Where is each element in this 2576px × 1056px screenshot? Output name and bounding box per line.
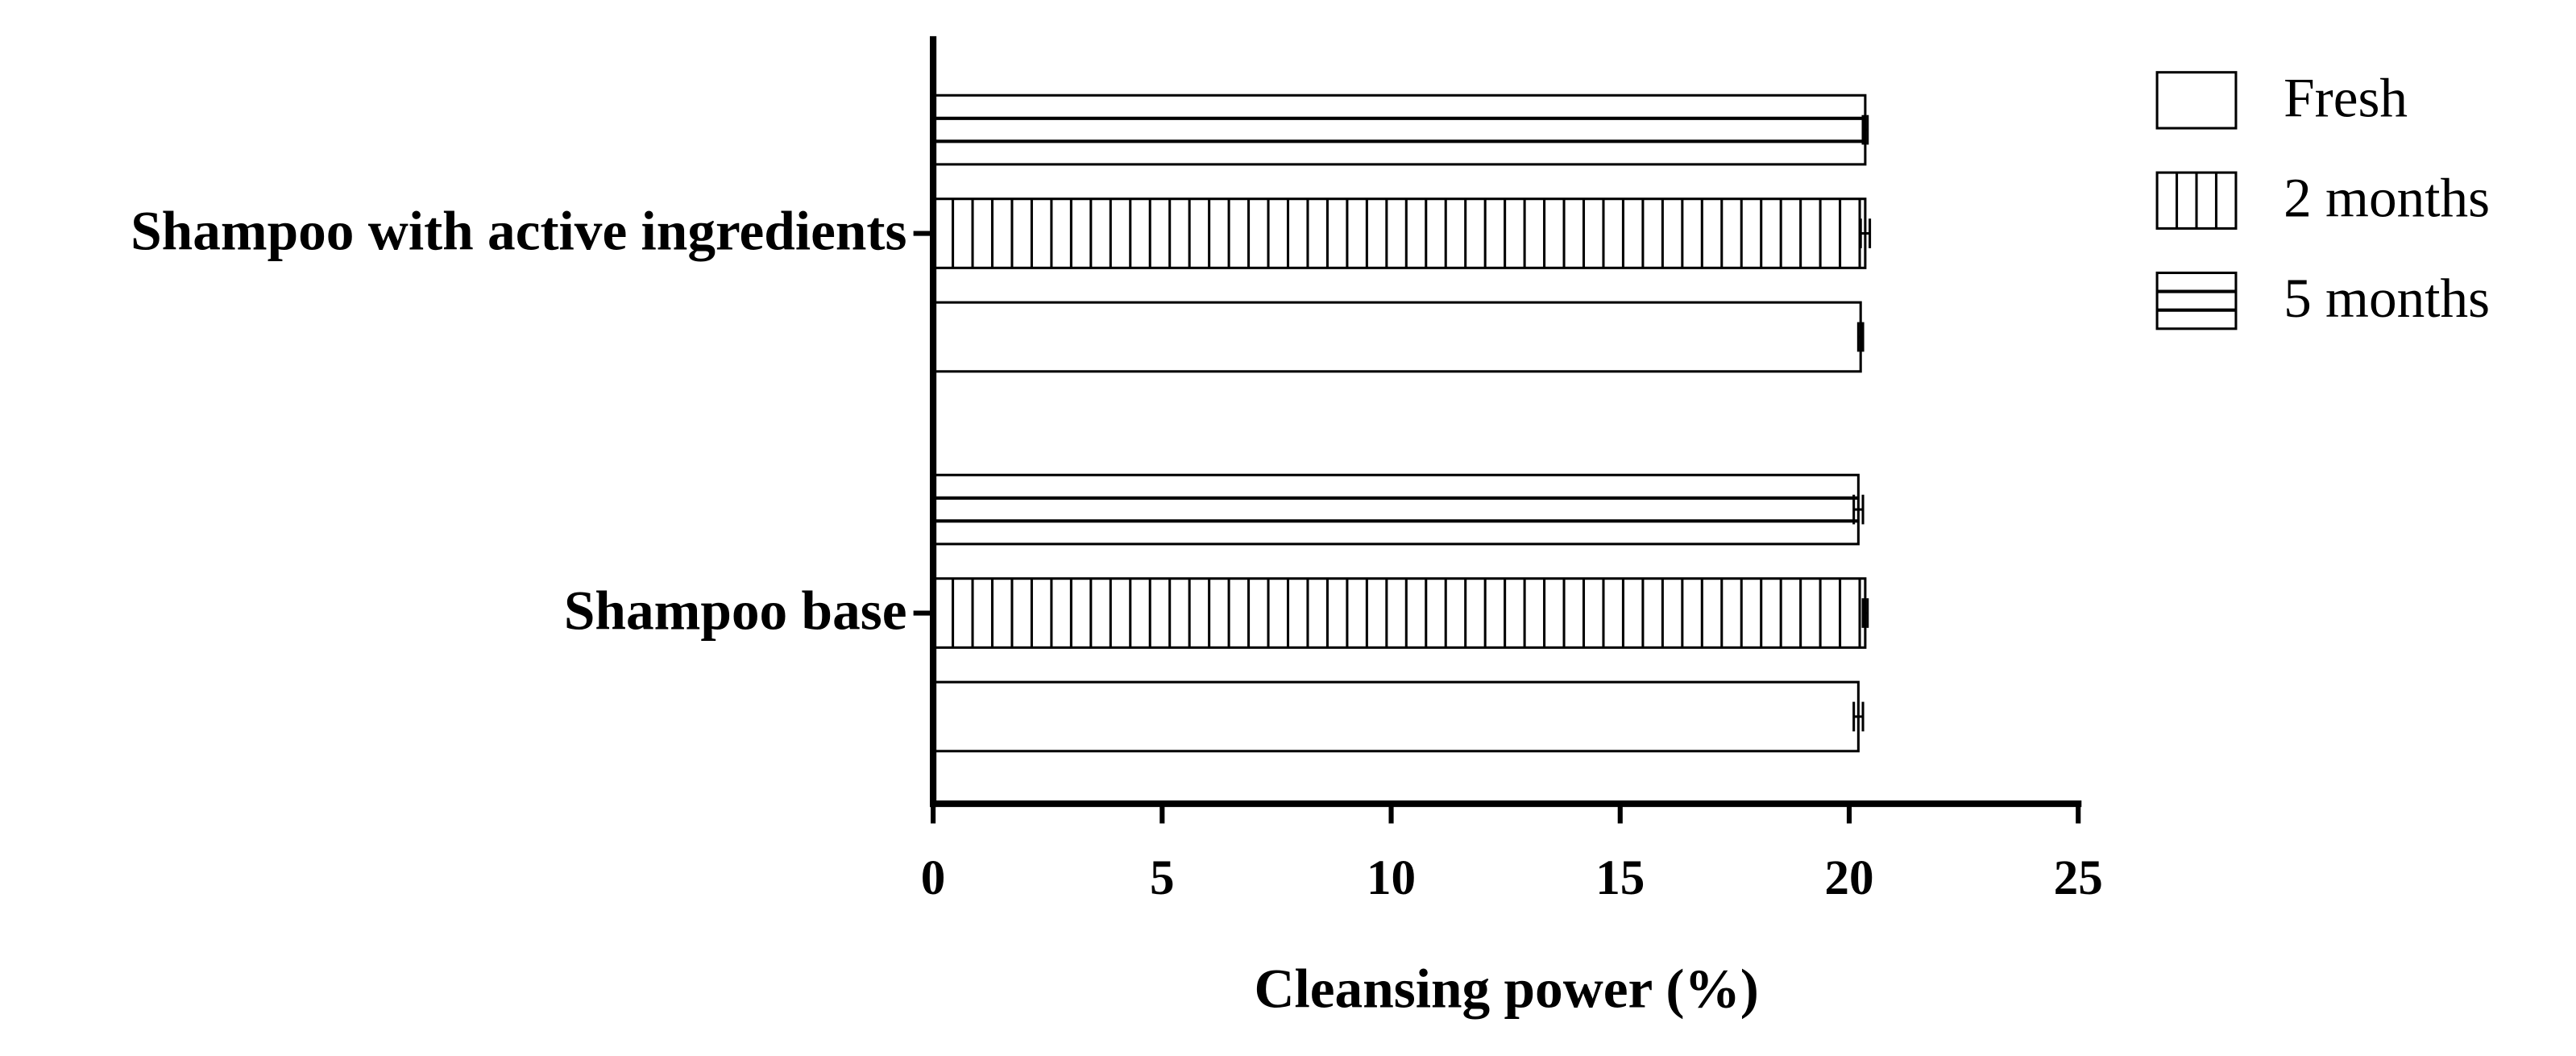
x-tick-label: 20 bbox=[1824, 850, 1873, 905]
bar bbox=[931, 301, 1862, 373]
error-bar bbox=[1856, 322, 1865, 352]
error-bar bbox=[1852, 701, 1865, 732]
bar-group bbox=[931, 680, 1860, 753]
bar bbox=[931, 94, 1867, 166]
legend-label: 2 months bbox=[2284, 167, 2490, 229]
error-bar bbox=[1852, 494, 1865, 525]
error-bar bbox=[1861, 114, 1869, 145]
legend-item: 5 months bbox=[2155, 267, 2490, 331]
legend-label: Fresh bbox=[2284, 66, 2408, 128]
x-tick-label: 0 bbox=[921, 850, 946, 905]
x-tick-label: 10 bbox=[1367, 850, 1416, 905]
legend-item: 2 months bbox=[2155, 167, 2490, 230]
bar bbox=[931, 197, 1867, 269]
y-tick-label: Shampoo with active ingredients bbox=[131, 200, 906, 262]
legend-swatch bbox=[2155, 271, 2238, 331]
bar-group bbox=[931, 577, 1867, 649]
x-tick-label: 25 bbox=[2054, 850, 2103, 905]
bar bbox=[931, 680, 1860, 753]
bar-group bbox=[931, 197, 1867, 269]
error-bar bbox=[1859, 218, 1872, 248]
bar-group bbox=[931, 473, 1860, 546]
legend-item: Fresh bbox=[2155, 66, 2408, 130]
y-tick-label: Shampoo base bbox=[564, 579, 907, 641]
bar bbox=[931, 577, 1867, 649]
error-bar bbox=[1861, 598, 1869, 628]
x-axis-label: Cleansing power (%) bbox=[1254, 957, 1758, 1019]
x-tick-label: 5 bbox=[1150, 850, 1175, 905]
legend-label: 5 months bbox=[2284, 267, 2490, 329]
bar bbox=[931, 473, 1860, 546]
legend-swatch bbox=[2155, 71, 2238, 130]
bar-group bbox=[931, 301, 1862, 373]
x-tick-label: 15 bbox=[1595, 850, 1645, 905]
bar-group bbox=[931, 94, 1867, 166]
